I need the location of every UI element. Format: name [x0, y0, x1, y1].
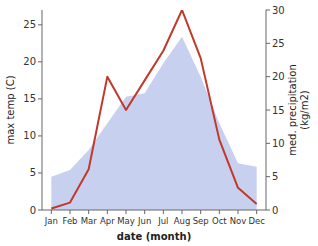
- x-tick: [256, 210, 257, 214]
- x-tick-label: Jun: [137, 216, 151, 226]
- y-tick-label: 10: [23, 130, 36, 141]
- y2-tick: [266, 143, 270, 144]
- y2-tick-label: 25: [272, 38, 285, 49]
- y-tick-label: 20: [23, 56, 36, 67]
- y-tick: [38, 135, 42, 136]
- y2-tick: [266, 10, 270, 11]
- x-axis-label: date (month): [117, 231, 191, 242]
- y2-tick: [266, 43, 270, 44]
- y-tick: [38, 61, 42, 62]
- y-tick: [38, 98, 42, 99]
- y-tick: [38, 24, 42, 25]
- x-tick: [238, 210, 239, 214]
- x-tick-label: Feb: [62, 216, 77, 226]
- plot-area: [51, 10, 256, 210]
- y2-tick-label: 0: [272, 205, 278, 216]
- x-tick-label: Jan: [44, 216, 58, 226]
- x-tick: [144, 210, 145, 214]
- x-tick-label: Mar: [81, 216, 98, 226]
- x-tick: [126, 210, 127, 214]
- y2-tick-label: 20: [272, 71, 285, 82]
- y-tick-label: 5: [30, 167, 36, 178]
- y-tick-label: 15: [23, 93, 36, 104]
- x-tick-label: May: [117, 216, 135, 226]
- y2-tick-label: 5: [272, 171, 278, 182]
- x-tick-label: Jul: [157, 216, 168, 226]
- y2-tick: [266, 176, 270, 177]
- x-tick: [182, 210, 183, 214]
- y2-axis-label-line: med. precipitation: [287, 64, 298, 156]
- y-tick-label: 0: [30, 205, 36, 216]
- y2-tick-label: 30: [272, 5, 285, 16]
- y2-tick: [266, 76, 270, 77]
- y2-tick: [266, 210, 270, 211]
- x-tick-label: Oct: [212, 216, 227, 226]
- x-axis-line: [42, 210, 266, 211]
- x-tick-label: Apr: [100, 216, 115, 226]
- x-tick: [107, 210, 108, 214]
- x-tick-label: Dec: [248, 216, 265, 226]
- y2-tick-label: 10: [272, 138, 285, 149]
- chart: 0 5 10 15 20 25 0 5 10 15 20 25 30 Jan Feb MarAprMayJun…: [0, 0, 318, 246]
- x-tick: [51, 210, 52, 214]
- x-tick-label: Nov: [230, 216, 247, 226]
- x-tick: [200, 210, 201, 214]
- x-tick: [70, 210, 71, 214]
- y2-tick: [266, 110, 270, 111]
- x-tick-label: Sep: [193, 216, 209, 226]
- x-tick: [219, 210, 220, 214]
- y2-tick-label: 15: [272, 105, 285, 116]
- temperature-line: [51, 10, 256, 209]
- y-axis-label: max temp (C): [5, 75, 16, 144]
- y-tick: [38, 210, 42, 211]
- x-tick-label: Aug: [174, 216, 191, 226]
- y-tick: [38, 172, 42, 173]
- y2-axis-label: med. precipitation(kg/m2): [287, 64, 310, 156]
- y-tick-label: 25: [23, 19, 36, 30]
- x-tick: [163, 210, 164, 214]
- x-tick: [88, 210, 89, 214]
- y-axis-line: [42, 10, 43, 210]
- precipitation-area: [51, 37, 256, 210]
- y2-axis-label-line: (kg/m2): [299, 90, 310, 130]
